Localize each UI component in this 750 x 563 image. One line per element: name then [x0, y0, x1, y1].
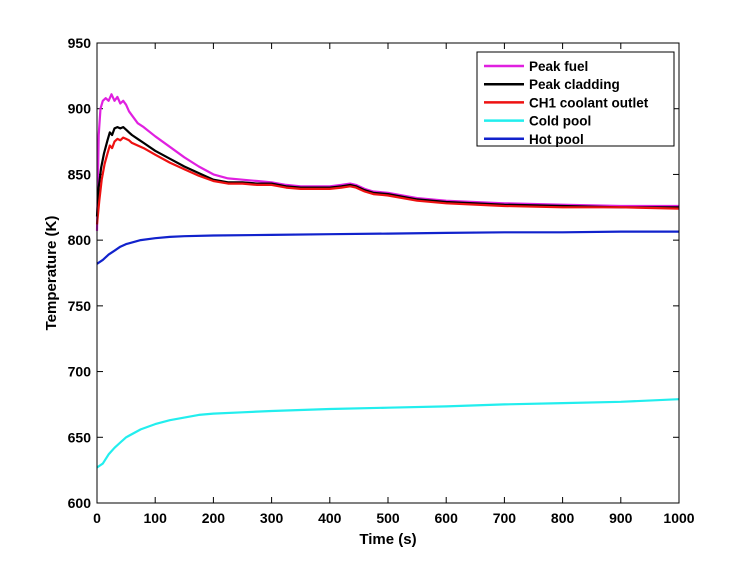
- legend-label: Peak fuel: [529, 59, 588, 74]
- x-tick-label: 600: [435, 510, 459, 526]
- y-tick-label: 850: [68, 166, 92, 182]
- x-axis-label: Time (s): [359, 531, 416, 548]
- plot-frame: [96, 42, 680, 504]
- y-tick-label: 700: [68, 364, 92, 380]
- series-line-peak-fuel: [95, 93, 679, 231]
- legend-label: CH1 coolant outlet: [529, 95, 649, 110]
- legend-label: Cold pool: [529, 114, 591, 129]
- x-tick-label: 200: [202, 510, 226, 526]
- legend-box: [476, 51, 675, 147]
- x-tick-label: 1000: [663, 510, 694, 526]
- legend-label: Hot pool: [529, 132, 584, 147]
- x-tick-label: 500: [376, 510, 400, 526]
- series-line-cold-pool: [96, 398, 680, 469]
- x-tick-label: 900: [609, 510, 633, 526]
- y-tick-label: 600: [68, 495, 92, 511]
- x-tick-label: 700: [493, 510, 517, 526]
- x-tick-labels: 0 100 200 300 400 500 600 700 800 900 1000: [93, 510, 695, 526]
- x-tick-label: 100: [144, 510, 168, 526]
- series-line-hot-pool: [96, 230, 679, 265]
- legend-label: Peak cladding: [529, 77, 620, 92]
- y-tick-label: 950: [68, 35, 92, 51]
- legend: Peak fuel Peak cladding CH1 coolant outlet…: [476, 51, 675, 147]
- x-tick-label: 800: [551, 510, 575, 526]
- y-tick-label: 650: [68, 429, 92, 445]
- series-lines: [95, 93, 680, 469]
- y-tick-label: 900: [68, 101, 92, 117]
- y-axis-label: Temperature (K): [43, 216, 60, 331]
- series-line-ch1-coolant-outlet: [95, 136, 680, 225]
- y-tick-label: 750: [68, 298, 92, 314]
- x-tick-label: 300: [260, 510, 284, 526]
- series-line-peak-cladding: [95, 126, 679, 217]
- y-tick-labels: 600 650 700 750 800 850 900 950: [68, 35, 92, 511]
- x-tick-label: 0: [93, 510, 101, 526]
- x-tick-label: 400: [318, 510, 342, 526]
- y-tick-label: 800: [68, 232, 92, 248]
